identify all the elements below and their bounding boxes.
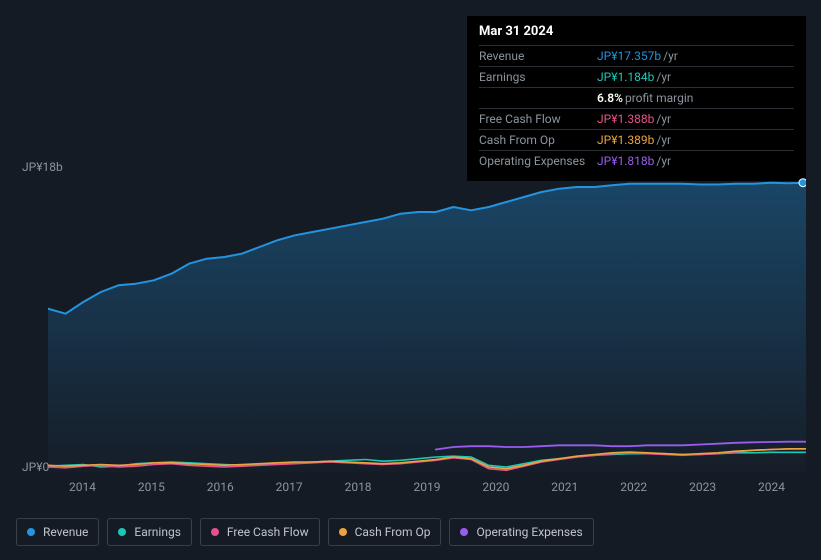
tooltip-row-suffix: /yr [656,132,671,148]
tooltip-row: Cash From OpJP¥1.389b /yr [479,129,794,150]
tooltip-row-value: JP¥17.357b [597,48,661,64]
legend-swatch [118,528,126,536]
x-axis-tick: 2017 [255,480,324,498]
x-axis-tick: 2019 [393,480,462,498]
tooltip-row-value: JP¥1.389b [597,132,654,148]
x-axis-tick: 2022 [599,480,668,498]
chart-plot-area[interactable] [48,172,806,472]
tooltip-row: Free Cash FlowJP¥1.388b /yr [479,108,794,129]
legend-item[interactable]: Earnings [107,518,192,546]
legend-label: Earnings [134,525,181,539]
tooltip-row-label: Revenue [479,48,597,64]
tooltip-row: EarningsJP¥1.184b /yr [479,66,794,87]
tooltip-row-suffix: /yr [663,48,678,64]
tooltip-row-label: Earnings [479,69,597,85]
x-axis-tick: 2024 [737,480,806,498]
legend-label: Revenue [43,525,88,539]
x-axis-tick: 2021 [530,480,599,498]
chart-tooltip: Mar 31 2024 RevenueJP¥17.357b /yrEarning… [467,16,806,181]
legend-item[interactable]: Revenue [16,518,99,546]
tooltip-row-label: Free Cash Flow [479,111,597,127]
tooltip-row: RevenueJP¥17.357b /yr [479,45,794,66]
x-axis-tick: 2016 [186,480,255,498]
x-axis-tick: 2015 [117,480,186,498]
legend-label: Free Cash Flow [227,525,309,539]
tooltip-row-label [479,90,597,106]
tooltip-row-value: JP¥1.184b [597,69,654,85]
x-axis-tick: 2018 [324,480,393,498]
financials-chart: JP¥18b JP¥0 2014201520162017201820192020… [16,160,806,510]
x-axis-tick: 2020 [461,480,530,498]
tooltip-row-suffix: /yr [656,111,671,127]
x-axis-tick: 2023 [668,480,737,498]
y-axis-bottom-label: JP¥0 [22,460,49,474]
legend-swatch [339,528,347,536]
legend-label: Cash From Op [355,525,431,539]
chart-legend: Revenue Earnings Free Cash Flow Cash From O… [16,518,594,546]
tooltip-row-value: JP¥1.388b [597,111,654,127]
legend-item[interactable]: Operating Expenses [449,518,593,546]
legend-item[interactable]: Free Cash Flow [200,518,320,546]
tooltip-margin-value: 6.8% [597,90,623,106]
legend-swatch [211,528,219,536]
tooltip-margin-label: profit margin [625,90,693,106]
tooltip-row-suffix: /yr [656,69,671,85]
x-axis: 2014201520162017201820192020202120222023… [48,480,806,498]
tooltip-row: 6.8% profit margin [479,87,794,108]
tooltip-row-label: Cash From Op [479,132,597,148]
legend-item[interactable]: Cash From Op [328,518,442,546]
legend-swatch [460,528,468,536]
tooltip-date: Mar 31 2024 [479,24,794,45]
legend-swatch [27,528,35,536]
legend-label: Operating Expenses [476,525,582,539]
x-axis-tick: 2014 [48,480,117,498]
chart-svg [48,172,806,472]
